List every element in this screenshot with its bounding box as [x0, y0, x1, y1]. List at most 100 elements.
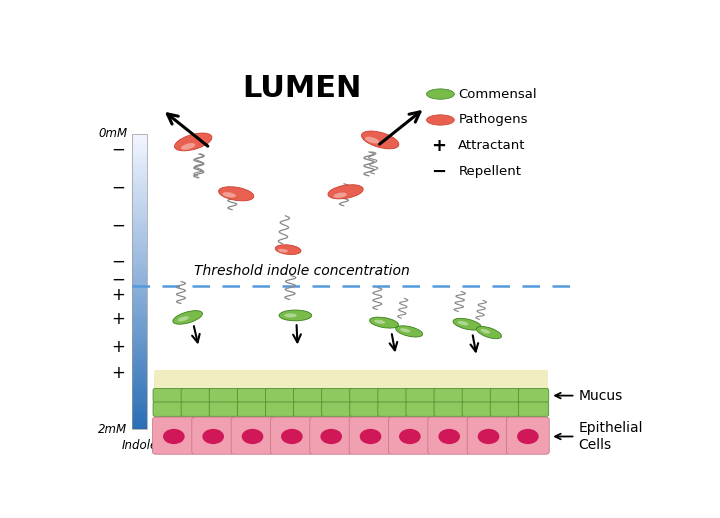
Bar	[132, 420, 148, 421]
FancyBboxPatch shape	[349, 417, 392, 454]
Bar	[132, 347, 148, 348]
Bar	[132, 329, 148, 330]
Bar	[132, 428, 148, 429]
Bar	[132, 421, 148, 422]
Bar	[132, 411, 148, 412]
Bar	[132, 251, 148, 252]
Bar	[132, 321, 148, 322]
Bar	[132, 271, 148, 272]
Bar	[132, 402, 148, 404]
Bar	[132, 426, 148, 427]
Bar	[132, 407, 148, 408]
Ellipse shape	[374, 320, 385, 324]
Bar	[132, 336, 148, 337]
FancyBboxPatch shape	[322, 388, 352, 403]
Bar	[132, 142, 148, 143]
Text: Mucus: Mucus	[555, 388, 623, 402]
Bar	[132, 337, 148, 338]
Bar	[132, 236, 148, 237]
Bar	[132, 162, 148, 163]
Bar	[132, 256, 148, 257]
Bar	[132, 338, 148, 339]
Bar	[132, 315, 148, 316]
Bar	[132, 205, 148, 206]
Text: Threshold indole concentration: Threshold indole concentration	[194, 264, 410, 278]
Bar	[132, 314, 148, 315]
Bar	[132, 135, 148, 136]
Bar	[132, 344, 148, 346]
Bar	[132, 213, 148, 214]
Bar	[132, 424, 148, 425]
FancyBboxPatch shape	[518, 388, 549, 403]
Bar	[132, 396, 148, 397]
Bar	[132, 144, 148, 145]
Bar	[132, 390, 148, 391]
Bar	[132, 382, 148, 383]
Ellipse shape	[478, 429, 500, 444]
Bar	[132, 287, 148, 289]
Bar	[132, 408, 148, 409]
FancyBboxPatch shape	[153, 388, 184, 403]
FancyBboxPatch shape	[434, 388, 464, 403]
Bar	[132, 357, 148, 358]
Bar	[132, 416, 148, 418]
Bar	[132, 375, 148, 376]
Bar	[132, 324, 148, 325]
Text: Epithelial
Cells: Epithelial Cells	[555, 421, 643, 452]
Bar	[132, 427, 148, 428]
Bar	[132, 286, 148, 287]
Bar	[132, 153, 148, 154]
Bar	[132, 342, 148, 343]
Bar	[132, 374, 148, 375]
FancyBboxPatch shape	[507, 417, 549, 454]
Bar	[132, 160, 148, 161]
Bar	[132, 148, 148, 149]
FancyBboxPatch shape	[210, 402, 240, 416]
Bar	[132, 361, 148, 362]
Bar	[132, 351, 148, 352]
Ellipse shape	[174, 133, 212, 151]
Ellipse shape	[480, 329, 490, 334]
FancyBboxPatch shape	[192, 417, 235, 454]
Bar	[132, 412, 148, 413]
Bar	[132, 184, 148, 185]
Bar	[132, 310, 148, 311]
Bar	[132, 391, 148, 392]
Bar	[132, 235, 148, 236]
Bar	[132, 243, 148, 244]
Bar	[132, 209, 148, 210]
Bar	[132, 269, 148, 270]
Ellipse shape	[477, 326, 502, 339]
Bar	[132, 267, 148, 268]
Ellipse shape	[360, 429, 382, 444]
Text: Commensal: Commensal	[458, 88, 537, 100]
Bar	[132, 227, 148, 228]
Bar	[132, 191, 148, 192]
Bar	[132, 147, 148, 148]
Bar	[132, 392, 148, 393]
Bar	[132, 425, 148, 426]
Bar	[132, 138, 148, 139]
Bar	[132, 203, 148, 204]
Ellipse shape	[453, 319, 482, 330]
Bar	[132, 217, 148, 218]
Bar	[132, 304, 148, 305]
Text: Pathogens: Pathogens	[458, 113, 528, 126]
Text: Indole: Indole	[122, 439, 158, 452]
Bar	[132, 277, 148, 278]
Bar	[132, 234, 148, 235]
Bar	[132, 167, 148, 168]
Bar	[132, 170, 148, 171]
Bar	[132, 171, 148, 172]
Bar	[132, 201, 148, 202]
Bar	[132, 169, 148, 170]
Bar	[132, 386, 148, 387]
Bar	[132, 244, 148, 245]
Bar	[132, 188, 148, 189]
Bar	[132, 422, 148, 423]
Bar	[132, 311, 148, 312]
Bar	[154, 420, 547, 453]
Bar	[132, 296, 148, 297]
Bar	[132, 394, 148, 395]
Bar	[132, 317, 148, 318]
